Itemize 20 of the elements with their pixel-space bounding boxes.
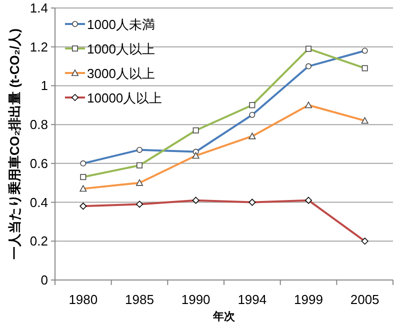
x-axis-title: 年次 [212,310,236,323]
y-tick-label: 1 [40,78,48,94]
x-tick-label: 2005 [350,292,380,307]
x-tick-label: 1980 [68,292,98,307]
y-tick-label: 0.6 [30,156,48,171]
legend-label: 1000人未満 [87,17,155,32]
legend-label: 10000人以上 [87,90,162,106]
x-tick-label: 1999 [294,292,323,307]
y-axis-title: 一人当たり乗用車CO₂排出量 (t-CO₂/人) [7,28,22,260]
y-tick-label: 1.4 [30,0,48,16]
x-tick-label: 1985 [125,292,154,307]
y-tick-label: 0.2 [30,234,48,249]
legend-label: 3000人以上 [87,66,155,81]
y-tick-label: 0.8 [30,117,48,132]
x-tick-label: 1994 [238,292,267,307]
y-tick-label: 0.4 [30,194,48,210]
y-tick-label: 1.2 [30,39,48,54]
x-tick-label: 1990 [181,292,210,307]
y-tick-label: 0 [40,272,48,288]
legend-label: 1000人以上 [87,42,155,56]
